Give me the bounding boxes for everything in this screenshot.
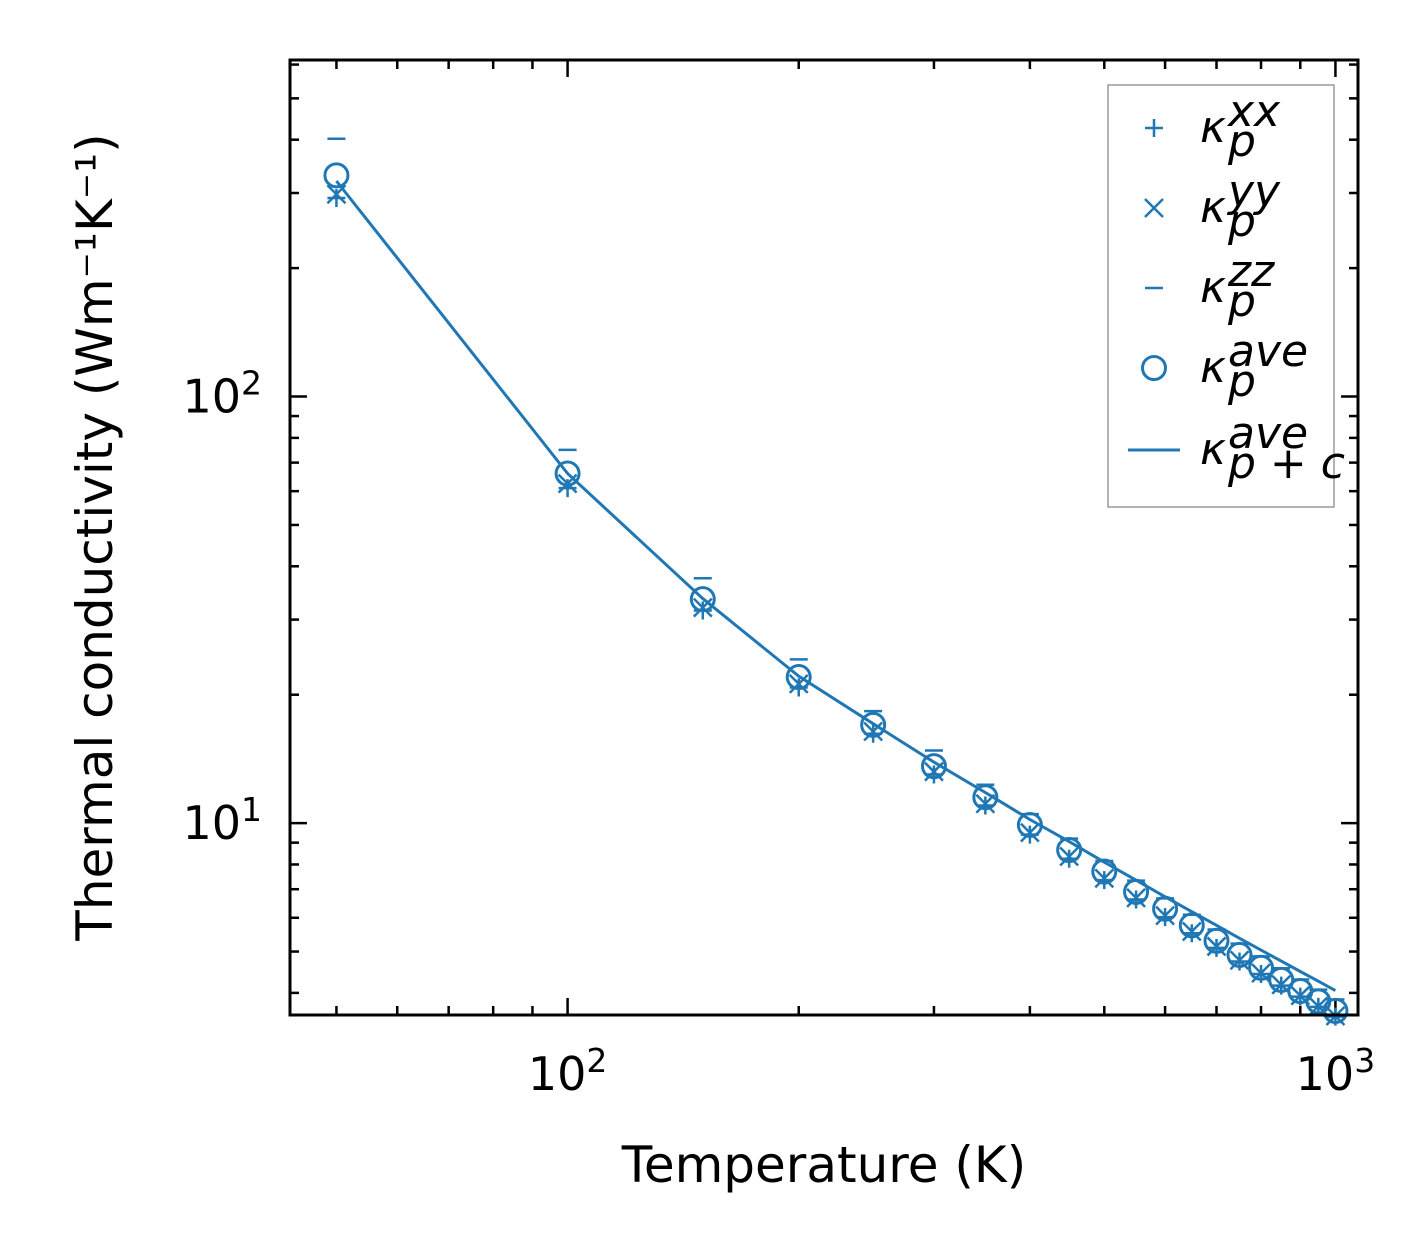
legend-superscript: xx <box>1226 86 1281 137</box>
legend-label: κ <box>1200 262 1226 313</box>
data-point <box>1126 887 1146 908</box>
data-point <box>1181 921 1202 942</box>
legend-label: κ <box>1200 342 1226 393</box>
x-tick-label: 103 <box>1296 1041 1376 1101</box>
data-point <box>863 721 884 742</box>
data-point <box>689 586 716 613</box>
legend-subscript: p + c <box>1227 438 1345 489</box>
legend-marker <box>1141 355 1167 381</box>
plot-area <box>323 137 1349 1026</box>
data-point <box>785 664 812 691</box>
legend-subscript: p <box>1227 276 1256 327</box>
legend-entry: κ xxp <box>1145 86 1281 167</box>
series-circle <box>323 162 1349 1024</box>
data-point <box>1091 858 1118 885</box>
data-point <box>1094 868 1115 889</box>
y-tick-label: 102 <box>182 364 262 424</box>
data-point <box>1155 905 1175 926</box>
x-axis-label: Temperature (K) <box>621 1136 1026 1194</box>
legend-marker <box>1144 198 1164 218</box>
series-x <box>326 184 1346 1026</box>
legend-marker <box>1145 119 1163 137</box>
legend-entry: κ yyp <box>1144 166 1281 247</box>
legend-superscript: yy <box>1226 166 1281 217</box>
legend-superscript: zz <box>1227 246 1275 297</box>
data-point <box>1203 927 1230 954</box>
data-point <box>327 189 346 208</box>
data-point <box>972 784 999 811</box>
data-point <box>1178 912 1205 939</box>
x-tick-label: 102 <box>528 1041 608 1101</box>
legend-subscript: p <box>1227 356 1256 407</box>
legend-subscript: p <box>1227 196 1256 247</box>
legend-frame <box>1107 84 1335 508</box>
legend-subscript: p <box>1227 116 1256 167</box>
tick-labels: 102 103 101 102 <box>182 364 1375 1101</box>
plot-frame <box>288 58 1360 1017</box>
data-point <box>1019 822 1040 843</box>
legend-label: κ <box>1200 182 1226 233</box>
data-point <box>920 753 947 780</box>
legend-label: κ <box>1200 102 1226 153</box>
legend-label: κ <box>1200 424 1226 475</box>
y-tick-label: 101 <box>182 790 262 850</box>
data-point <box>1268 966 1295 993</box>
legend-entry: κ zzp <box>1145 246 1275 327</box>
legend-superscript: ave <box>1228 408 1308 459</box>
data-point <box>554 460 581 487</box>
data-point <box>860 711 887 738</box>
data-point <box>1206 936 1227 957</box>
data-point <box>788 674 809 694</box>
series-line <box>335 180 1337 992</box>
legend-superscript: ave <box>1228 326 1308 377</box>
y-axis-label: Thermal conductivity (Wm⁻¹K⁻¹) <box>66 133 124 941</box>
data-point <box>1248 954 1275 981</box>
data-point <box>323 162 350 189</box>
data-point <box>1059 846 1080 867</box>
data-point <box>1226 941 1253 968</box>
data-point <box>1322 997 1349 1024</box>
series-line <box>335 180 1337 992</box>
